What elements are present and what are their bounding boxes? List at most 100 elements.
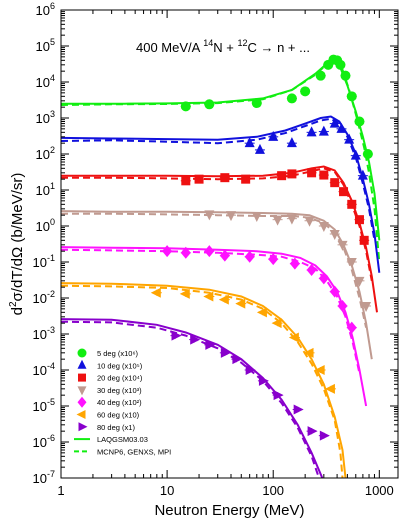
data-point bbox=[162, 245, 173, 258]
series-6 bbox=[61, 318, 330, 478]
data-point bbox=[330, 178, 340, 188]
x-tick-label: 100 bbox=[262, 483, 284, 498]
data-point bbox=[251, 211, 262, 222]
y-tick-exponent: -4 bbox=[47, 361, 55, 371]
y-tick-label: 10-5 bbox=[33, 397, 55, 414]
series-1 bbox=[61, 115, 381, 273]
y-label-power: 2 bbox=[8, 301, 19, 307]
y-tick-label: 104 bbox=[36, 73, 55, 90]
data-point bbox=[244, 137, 255, 148]
data-point bbox=[293, 404, 304, 415]
title-projectile: N + bbox=[213, 40, 237, 55]
y-label-body: σ/dT/dΩ (b/MeV/sr) bbox=[9, 173, 26, 302]
data-point bbox=[329, 285, 340, 298]
legend-label: 40 deg (x10²) bbox=[97, 398, 142, 407]
legend-label: 30 deg (x10³) bbox=[97, 386, 142, 395]
data-point bbox=[272, 215, 283, 226]
data-point bbox=[303, 347, 314, 358]
data-point bbox=[244, 250, 255, 263]
title-main: 400 MeV/A bbox=[136, 40, 203, 55]
y-tick-label: 105 bbox=[36, 37, 55, 54]
y-tick-mantissa: 10 bbox=[33, 399, 47, 414]
data-point bbox=[268, 253, 279, 266]
data-point bbox=[220, 173, 230, 183]
y-tick-mantissa: 10 bbox=[33, 291, 47, 306]
series-3 bbox=[61, 210, 373, 360]
data-point bbox=[318, 222, 329, 232]
y-tick-mantissa: 10 bbox=[33, 327, 47, 342]
legend-item: 20 deg (x10⁴) bbox=[78, 373, 143, 383]
data-point bbox=[289, 257, 300, 270]
legend-label: 60 deg (x10) bbox=[97, 411, 140, 420]
data-point bbox=[346, 258, 357, 268]
data-point bbox=[190, 334, 201, 345]
data-point bbox=[318, 272, 329, 285]
laqgsm-line bbox=[61, 246, 368, 407]
legend-marker bbox=[78, 373, 86, 382]
data-point bbox=[235, 298, 246, 309]
data-point bbox=[205, 339, 216, 350]
data-point bbox=[361, 301, 372, 312]
x-tick-label: 1000 bbox=[365, 483, 394, 498]
data-point bbox=[357, 169, 368, 180]
data-point bbox=[346, 91, 357, 102]
title-projectile-mass: 14 bbox=[203, 38, 213, 48]
data-point bbox=[314, 365, 325, 375]
data-point bbox=[350, 149, 361, 160]
data-point bbox=[286, 93, 297, 104]
legend-item: 80 deg (x1) bbox=[78, 422, 135, 432]
legend-marker bbox=[77, 386, 87, 396]
data-point bbox=[337, 299, 348, 312]
y-tick-exponent: 0 bbox=[50, 217, 55, 227]
y-tick-label: 10-2 bbox=[33, 289, 55, 306]
data-point bbox=[306, 126, 317, 137]
y-tick-mantissa: 10 bbox=[36, 111, 50, 126]
mcnp6-line bbox=[61, 320, 320, 478]
data-point bbox=[268, 130, 279, 141]
data-point bbox=[180, 101, 191, 112]
data-point bbox=[306, 263, 317, 276]
data-point bbox=[258, 375, 269, 386]
x-tick-label: 1 bbox=[57, 483, 64, 498]
data-point bbox=[307, 168, 317, 178]
title-target-mass: 12 bbox=[237, 38, 247, 48]
data-point bbox=[271, 318, 282, 329]
y-tick-exponent: -2 bbox=[47, 289, 55, 299]
data-point bbox=[336, 122, 347, 133]
data-point bbox=[324, 383, 335, 394]
data-point bbox=[181, 176, 191, 186]
data-point bbox=[346, 321, 357, 334]
legend-item: 10 deg (x10⁵) bbox=[77, 359, 143, 370]
data-point bbox=[220, 347, 231, 358]
legend-label: 5 deg (x10⁶) bbox=[97, 349, 139, 358]
y-tick-label: 106 bbox=[36, 1, 55, 18]
laqgsm-line bbox=[61, 210, 373, 360]
y-tick-mantissa: 10 bbox=[33, 471, 47, 486]
data-point bbox=[251, 98, 262, 109]
legend-label: 10 deg (x10⁵) bbox=[97, 361, 143, 370]
y-tick-label: 10-6 bbox=[33, 433, 55, 450]
laqgsm-line bbox=[61, 165, 378, 313]
data-point bbox=[241, 174, 251, 184]
series-4 bbox=[61, 245, 368, 407]
y-tick-label: 100 bbox=[36, 217, 55, 234]
y-tick-exponent: 6 bbox=[50, 1, 55, 11]
data-point bbox=[219, 249, 230, 262]
y-tick-label: 101 bbox=[36, 181, 55, 198]
data-point bbox=[245, 365, 256, 375]
data-point bbox=[232, 354, 243, 365]
data-point bbox=[335, 59, 346, 70]
series-2 bbox=[61, 165, 378, 313]
data-point bbox=[204, 99, 215, 110]
data-point bbox=[318, 125, 329, 136]
data-point bbox=[203, 291, 214, 302]
data-point bbox=[354, 215, 364, 225]
y-tick-exponent: -5 bbox=[47, 397, 55, 407]
data-point bbox=[225, 211, 236, 222]
legend-label: 20 deg (x10⁴) bbox=[97, 374, 143, 383]
data-point bbox=[286, 137, 297, 148]
legend-item: 40 deg (x10²) bbox=[77, 396, 142, 408]
legend-item: 5 deg (x10⁶) bbox=[77, 348, 139, 358]
